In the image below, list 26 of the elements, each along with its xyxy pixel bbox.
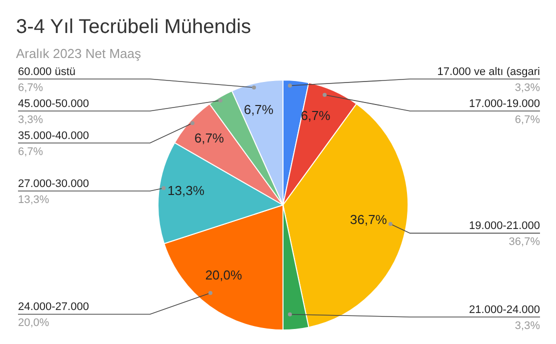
chart-subtitle: Aralık 2023 Net Maaş (16, 46, 142, 61)
slice-label: 35.000-40.000 (18, 130, 89, 142)
data-label: 3,3% (18, 114, 44, 126)
data-label: 3,3% (514, 82, 540, 94)
slice-label: 19.000-21.000 (469, 220, 540, 232)
slice-label: 45.000-50.000 (18, 98, 89, 110)
text: 6,7% (18, 82, 44, 94)
text: 6,7% (18, 146, 44, 158)
text: 13,3% (18, 194, 50, 206)
chart-title: 3-4 Yıl Tecrübeli Mühendis (16, 16, 251, 39)
slice-label: 24.000-27.000 (18, 301, 89, 314)
data-label: 20,0% (205, 267, 242, 282)
text: 6,7% (514, 114, 540, 126)
text: 20,0% (18, 317, 50, 330)
slice-label: 17.000-19.000 (469, 98, 540, 110)
data-label: 13,3% (168, 182, 205, 198)
text: 36,7% (508, 236, 540, 248)
data-label: 3,3% (514, 320, 540, 332)
slice-label: 60.000 üstü (18, 66, 76, 78)
data-label: 6,7% (244, 102, 274, 118)
slice-label: 27.000-30.000 (18, 178, 89, 190)
data-label: 36,7% (350, 212, 388, 227)
data-label: 6,7% (194, 130, 224, 146)
slice-label: 21.000-24.000 (469, 304, 540, 316)
data-label: 6,7% (300, 108, 331, 123)
slice-label: 17.000 ve altı (asgari (437, 66, 540, 78)
